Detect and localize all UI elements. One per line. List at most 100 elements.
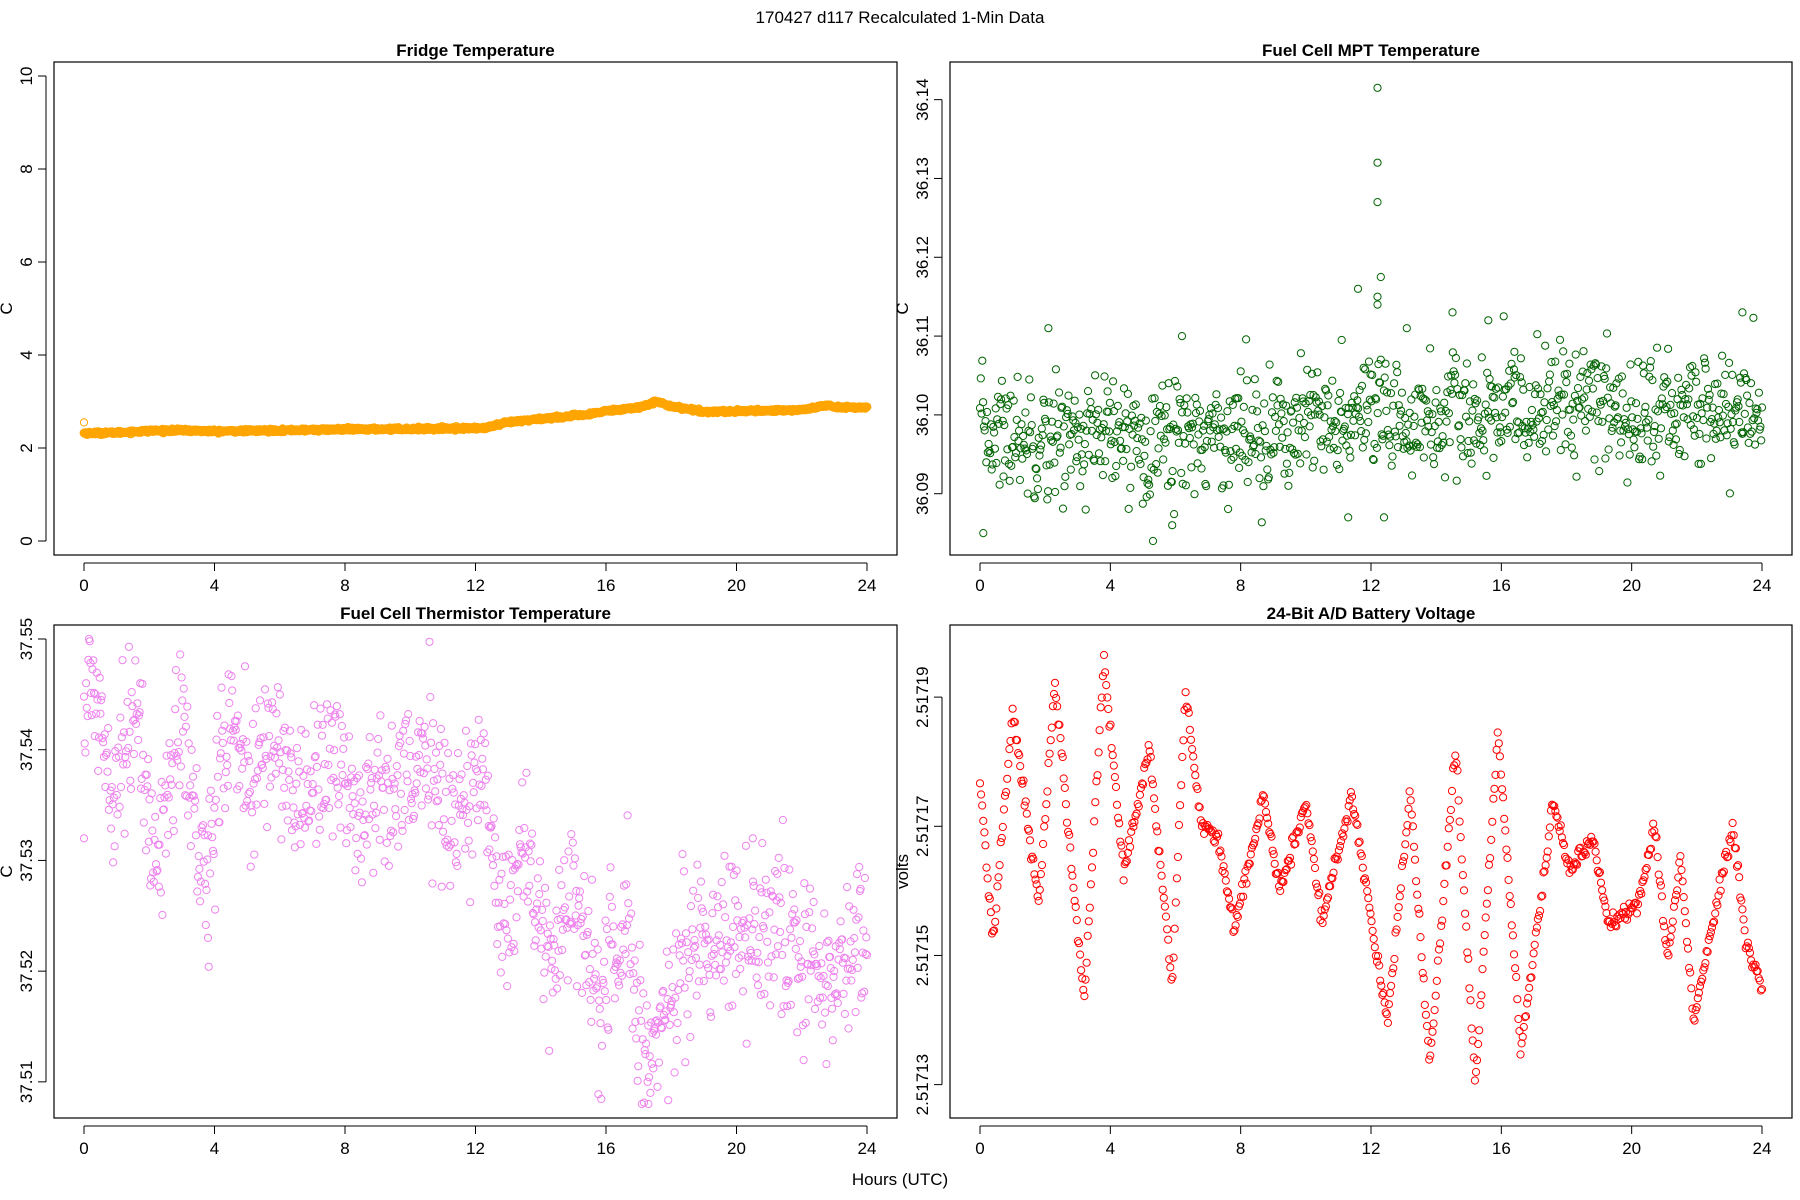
- data-point: [1534, 911, 1544, 920]
- data-point: [1694, 988, 1704, 997]
- data-point: [1053, 702, 1062, 711]
- data-point: [1123, 848, 1133, 858]
- data-point: [1345, 446, 1354, 455]
- data-point: [406, 794, 416, 804]
- data-point: [634, 1006, 644, 1015]
- data-point: [1606, 383, 1615, 392]
- data-point: [1250, 375, 1259, 384]
- data-point: [144, 755, 153, 764]
- main-title: 170427 d117 Recalculated 1-Min Data: [756, 8, 1045, 27]
- data-point: [1667, 409, 1676, 418]
- data-point: [354, 771, 364, 780]
- data-point: [144, 837, 153, 846]
- data-point: [1019, 431, 1028, 441]
- data-point: [676, 979, 685, 988]
- data-point: [1076, 950, 1085, 959]
- data-point: [198, 821, 208, 830]
- data-point: [1378, 990, 1387, 1000]
- data-point: [1387, 981, 1396, 991]
- data-point: [1090, 817, 1099, 826]
- data-point: [337, 721, 346, 731]
- data-point: [1249, 442, 1258, 451]
- data-point: [1181, 688, 1190, 697]
- x-tick-label: 8: [1236, 576, 1245, 595]
- shared-x-axis-label: Hours (UTC): [852, 1170, 948, 1189]
- data-point: [1508, 399, 1517, 408]
- data-point: [1447, 389, 1457, 398]
- data-point: [1221, 448, 1230, 457]
- data-point: [327, 776, 336, 785]
- data-point: [1571, 350, 1580, 359]
- data-point: [1145, 747, 1154, 756]
- data-point: [493, 940, 502, 949]
- data-point: [660, 1016, 669, 1025]
- data-point: [755, 933, 764, 942]
- data-point: [442, 841, 451, 850]
- data-point: [171, 705, 180, 714]
- data-point: [315, 825, 324, 834]
- data-point: [1432, 976, 1441, 986]
- data-point: [1440, 473, 1450, 482]
- data-point: [1498, 785, 1507, 794]
- data-point: [375, 835, 384, 844]
- data-point: [1478, 426, 1487, 435]
- data-point: [482, 806, 491, 815]
- data-point: [1486, 854, 1495, 863]
- data-point: [96, 709, 105, 718]
- data-point: [810, 950, 819, 959]
- data-point: [588, 949, 597, 958]
- data-point: [850, 934, 859, 943]
- data-point: [1132, 809, 1141, 818]
- data-point: [1446, 805, 1456, 815]
- data-point: [1428, 1027, 1437, 1036]
- data-point: [1009, 396, 1018, 405]
- data-point: [1102, 681, 1111, 690]
- data-point: [316, 704, 325, 713]
- data-point: [1664, 344, 1673, 353]
- data-point: [416, 768, 425, 777]
- data-point: [1546, 401, 1555, 410]
- data-point: [1313, 368, 1322, 377]
- data-point: [1722, 847, 1731, 857]
- data-point: [455, 775, 464, 784]
- data-point: [647, 1059, 656, 1069]
- data-point: [1401, 428, 1410, 438]
- data-point: [409, 814, 418, 824]
- data-point: [1430, 1006, 1439, 1015]
- data-point: [206, 786, 215, 795]
- data-point: [1399, 857, 1408, 866]
- y-tick-label: 8: [17, 164, 36, 173]
- data-point: [1512, 371, 1521, 380]
- data-point: [1629, 900, 1638, 909]
- data-point: [385, 786, 394, 795]
- data-point: [693, 860, 702, 869]
- y-tick-label: 2: [17, 443, 36, 452]
- data-point: [1048, 702, 1058, 711]
- data-point: [757, 888, 766, 897]
- data-point: [1043, 787, 1052, 796]
- data-point: [1261, 446, 1270, 455]
- data-point: [671, 993, 680, 1002]
- data-point: [1683, 944, 1693, 953]
- data-point: [1669, 440, 1678, 449]
- data-point: [1489, 453, 1498, 462]
- data-point: [344, 732, 354, 741]
- data-point: [1022, 449, 1032, 459]
- data-point: [1064, 391, 1073, 400]
- data-point: [1148, 536, 1158, 546]
- data-point: [1501, 408, 1510, 417]
- data-point: [1700, 354, 1709, 363]
- data-point: [1101, 668, 1110, 677]
- data-point: [1523, 999, 1532, 1008]
- data-point: [317, 731, 327, 740]
- data-point: [742, 1039, 751, 1048]
- data-point: [554, 946, 563, 955]
- data-point: [1658, 916, 1668, 926]
- data-point: [1525, 382, 1534, 392]
- x-tick-label: 20: [1622, 576, 1641, 595]
- y-tick-label: 37.52: [17, 950, 36, 993]
- data-point: [1602, 364, 1611, 373]
- data-point: [1578, 367, 1587, 376]
- data-point: [1431, 991, 1440, 1000]
- data-point: [1729, 831, 1738, 840]
